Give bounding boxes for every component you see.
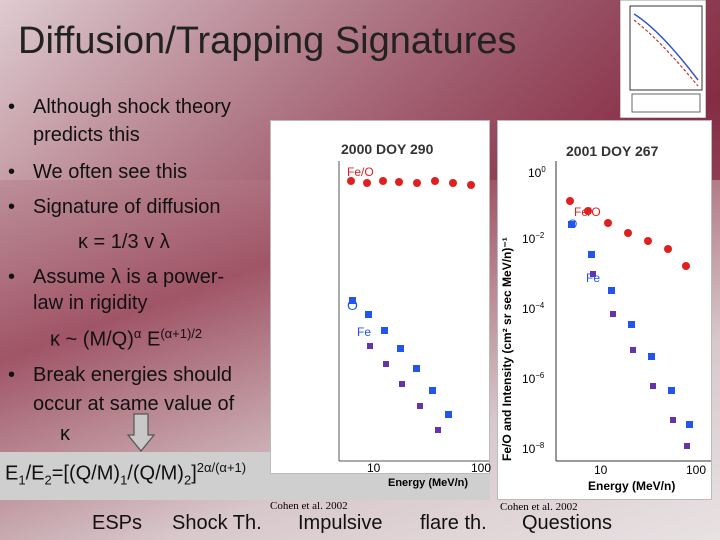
- nav-link[interactable]: flare th.: [420, 512, 487, 534]
- bullet-text: Break energies should: [33, 364, 233, 386]
- bullet-dot: •: [8, 364, 16, 386]
- citation: Cohen et al. 2002: [500, 501, 578, 513]
- bullet-text: law in rigidity: [33, 292, 148, 314]
- x-tick-label: 10: [594, 463, 608, 477]
- eq-part: =[(Q/M): [51, 462, 121, 485]
- plot-graphic: [338, 161, 489, 462]
- bullet-text: We often see this: [33, 161, 188, 183]
- thumbnail-plot: [620, 0, 706, 118]
- y-tick-label: 100: [528, 165, 546, 180]
- bullet-text: predicts this: [33, 124, 140, 146]
- nav-link[interactable]: Questions: [522, 512, 613, 534]
- eq-part: E: [5, 462, 19, 485]
- y-axis-label: Fe/O and Intensity (cm² sr sec MeV/n)⁻¹: [500, 237, 514, 461]
- y-tick-label: 10−2: [522, 231, 544, 246]
- bullet-dot: •: [8, 161, 16, 183]
- y-tick-label: 10−4: [522, 301, 544, 316]
- citation: Cohen et al. 2002: [270, 500, 348, 512]
- tick-base: 10: [528, 166, 542, 180]
- eq-sup: 2α/(α+1): [196, 460, 247, 475]
- plot-graphic: [555, 161, 711, 462]
- equation: E1/E2=[(Q/M)1/(Q/M)2]2α/(α+1): [5, 460, 246, 488]
- tick-base: 10: [522, 302, 536, 316]
- x-axis-label: Energy (MeV/n): [588, 479, 676, 493]
- plot-title: 2001 DOY 267: [566, 143, 659, 159]
- bullet-text: Assume λ is a power-: [33, 266, 225, 288]
- x-tick-label: 100: [686, 463, 707, 477]
- y-tick-label: 10−8: [522, 441, 544, 456]
- tick-exp: −4: [535, 301, 545, 310]
- formula: κ = 1/3 v λ: [78, 231, 170, 253]
- plot-label: O: [347, 297, 358, 313]
- plot-title: 2000 DOY 290: [341, 141, 434, 157]
- tick-exp: 0: [541, 165, 546, 174]
- bullet-text: κ: [60, 423, 70, 445]
- plot-image: 2001 DOY 267 Fe/O O Fe 100 10−2 10−4 10−…: [497, 120, 712, 500]
- plot-label: Fe/O: [574, 205, 601, 219]
- eq-sub: 1: [120, 472, 128, 488]
- formula: κ ~ (M/Q)α E(α+1)/2: [50, 326, 202, 352]
- plot-label: Fe: [357, 325, 372, 339]
- eq-part: /E: [25, 462, 45, 485]
- plot-label: O: [568, 217, 578, 231]
- eq-sub: 2: [44, 472, 52, 488]
- bullet-text: Although shock theory: [33, 96, 231, 118]
- eq-part: ]: [191, 462, 197, 485]
- nav-link[interactable]: Shock Th.: [172, 512, 262, 534]
- eq-sub: 2: [183, 472, 192, 488]
- bullet-text: occur at same value of: [33, 393, 235, 415]
- bullet-dot: •: [8, 196, 16, 218]
- plot-label: Fe/O: [347, 165, 374, 179]
- nav-link[interactable]: ESPs: [92, 512, 143, 534]
- formula-part: E: [141, 328, 161, 351]
- formula-sup: (α+1)/2: [160, 326, 203, 341]
- tick-base: 10: [522, 442, 536, 456]
- tick-exp: −8: [535, 441, 545, 450]
- bullet-dot: •: [8, 96, 16, 118]
- plot-label: Fe: [586, 271, 601, 285]
- bullet-dot: •: [8, 266, 16, 288]
- eq-sub: 1: [18, 472, 26, 488]
- tick-exp: −6: [535, 371, 545, 380]
- y-tick-label: 10−6: [522, 371, 544, 386]
- tick-exp: −2: [535, 231, 545, 240]
- eq-part: /(Q/M): [127, 462, 184, 485]
- plot-image: 2000 DOY 290 Fe/O O Fe 10 100: [270, 120, 492, 475]
- x-axis-label: Energy (MeV/n): [388, 477, 469, 489]
- bullet-text: Signature of diffusion: [33, 196, 221, 218]
- formula-sup: α: [133, 326, 142, 341]
- down-arrow: [126, 413, 156, 452]
- formula-part: κ ~ (M/Q): [50, 328, 134, 351]
- x-tick-label: 10: [367, 461, 381, 475]
- x-tick-label: 100: [471, 461, 492, 475]
- slide-title: Diffusion/Trapping Signatures: [18, 20, 517, 62]
- tick-base: 10: [522, 232, 536, 246]
- tick-base: 10: [522, 372, 536, 386]
- nav-link[interactable]: Impulsive: [298, 512, 383, 534]
